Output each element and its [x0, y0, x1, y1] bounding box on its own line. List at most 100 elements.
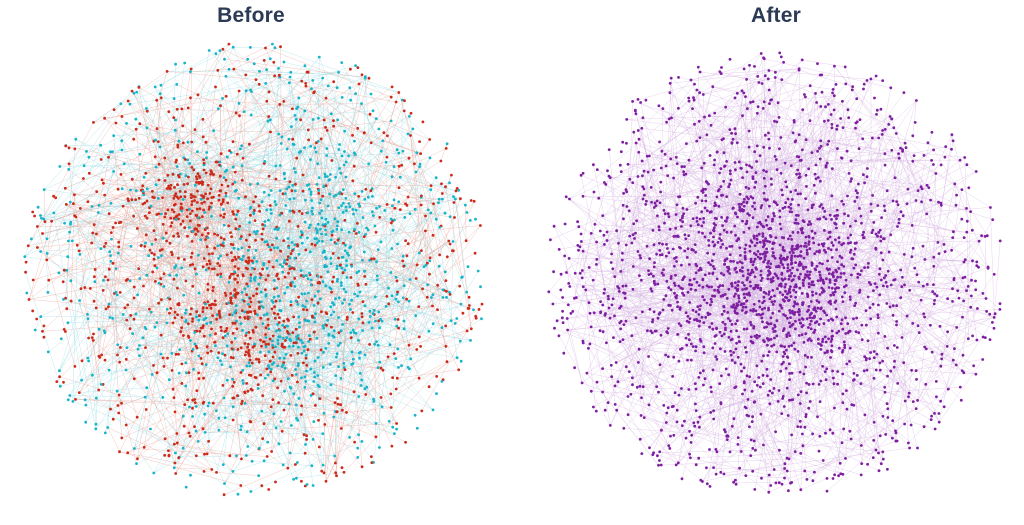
graph-node	[210, 468, 214, 471]
graph-node	[299, 338, 302, 342]
graph-edge	[121, 140, 144, 192]
graph-node	[224, 191, 228, 195]
graph-node	[448, 242, 452, 246]
graph-node	[401, 149, 405, 153]
graph-node	[138, 152, 142, 156]
graph-node	[78, 207, 82, 210]
graph-node	[179, 222, 183, 226]
graph-node	[293, 277, 297, 280]
graph-node	[201, 215, 204, 219]
graph-node	[394, 275, 398, 279]
graph-node	[335, 352, 339, 356]
graph-node	[326, 204, 330, 208]
graph-edge	[79, 300, 93, 376]
graph-node	[388, 343, 392, 347]
graph-node	[234, 111, 238, 115]
graph-node	[135, 227, 139, 230]
graph-node	[236, 348, 240, 351]
graph-node	[199, 357, 203, 360]
graph-edge	[158, 254, 199, 304]
graph-node	[335, 227, 339, 231]
graph-node	[398, 175, 402, 179]
graph-node	[282, 239, 286, 243]
graph-node	[240, 290, 244, 294]
graph-node	[175, 107, 179, 111]
graph-node	[474, 217, 477, 221]
graph-edge	[93, 97, 191, 123]
graph-node	[160, 248, 164, 251]
graph-node	[78, 253, 82, 256]
graph-node	[332, 194, 336, 198]
graph-node	[169, 216, 173, 220]
graph-edge	[246, 68, 279, 91]
graph-node	[444, 279, 448, 282]
graph-node	[315, 183, 319, 186]
graph-node	[355, 271, 359, 275]
graph-node	[74, 398, 77, 401]
graph-node	[316, 383, 320, 387]
graph-node	[389, 221, 393, 225]
graph-node	[188, 405, 191, 409]
graph-node	[167, 110, 171, 113]
graph-node	[271, 243, 274, 247]
graph-node	[320, 310, 323, 314]
graph-node	[221, 97, 225, 100]
graph-node	[396, 242, 399, 246]
graph-node	[152, 364, 155, 367]
graph-node	[249, 213, 252, 217]
graph-edge	[302, 305, 433, 344]
graph-node	[376, 343, 380, 347]
graph-node	[173, 442, 176, 446]
graph-node	[195, 346, 199, 350]
graph-edge	[138, 87, 178, 110]
graph-node	[164, 212, 168, 216]
graph-node	[205, 151, 209, 154]
graph-edge	[301, 80, 338, 88]
graph-node	[189, 212, 192, 216]
graph-node	[156, 197, 160, 200]
graph-edge	[289, 358, 307, 454]
graph-node	[266, 373, 270, 377]
graph-node	[223, 353, 227, 357]
graph-node	[198, 329, 202, 333]
graph-node	[235, 213, 239, 217]
graph-node	[314, 312, 317, 316]
graph-node	[311, 314, 314, 318]
graph-node	[294, 118, 298, 121]
graph-node	[340, 466, 344, 470]
graph-node	[217, 351, 221, 355]
graph-node	[171, 321, 175, 325]
graph-edge	[373, 280, 398, 463]
graph-node	[215, 409, 218, 413]
graph-node	[344, 175, 348, 179]
graph-edge	[289, 76, 312, 201]
graph-node	[428, 156, 432, 160]
graph-node	[210, 215, 213, 218]
graph-node	[374, 117, 378, 120]
graph-node	[75, 243, 79, 247]
graph-node	[303, 220, 307, 224]
graph-node	[225, 344, 229, 348]
graph-node	[306, 236, 309, 240]
graph-node	[291, 107, 294, 111]
graph-node	[417, 376, 421, 380]
graph-node	[406, 242, 410, 246]
graph-node	[455, 317, 459, 320]
graph-node	[390, 247, 394, 250]
graph-node	[326, 220, 330, 224]
graph-node	[415, 151, 419, 155]
graph-node	[209, 187, 213, 191]
graph-node	[138, 122, 142, 126]
graph-node	[357, 82, 361, 86]
graph-node	[322, 471, 326, 475]
graph-node	[194, 454, 198, 458]
graph-node	[270, 307, 274, 311]
graph-node	[341, 201, 345, 205]
graph-node	[204, 363, 208, 366]
graph-node	[389, 119, 393, 123]
graph-node	[85, 150, 88, 153]
graph-node	[100, 178, 104, 182]
graph-node	[233, 170, 237, 174]
graph-edge	[378, 320, 380, 448]
graph-node	[417, 251, 421, 255]
